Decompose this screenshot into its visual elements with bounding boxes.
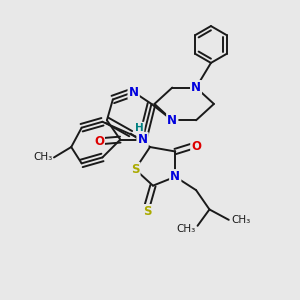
- Text: N: N: [167, 114, 177, 127]
- Text: N: N: [129, 85, 139, 98]
- Text: H: H: [135, 123, 143, 133]
- Text: O: O: [94, 135, 104, 148]
- Text: S: S: [143, 205, 151, 218]
- Text: CH₃: CH₃: [33, 152, 52, 162]
- Text: N: N: [170, 170, 180, 183]
- Text: N: N: [129, 85, 139, 98]
- Text: CH₃: CH₃: [177, 224, 196, 234]
- Text: N: N: [191, 81, 201, 94]
- Text: S: S: [131, 163, 140, 176]
- Text: S: S: [131, 163, 140, 176]
- Text: S: S: [143, 205, 151, 218]
- Text: H: H: [135, 123, 143, 133]
- Text: N: N: [191, 81, 201, 94]
- Text: N: N: [167, 114, 177, 127]
- Text: O: O: [191, 140, 201, 153]
- Text: N: N: [138, 133, 148, 146]
- Text: N: N: [138, 133, 148, 146]
- Text: O: O: [94, 135, 104, 148]
- Text: N: N: [170, 170, 180, 183]
- Text: CH₃: CH₃: [231, 215, 250, 225]
- Text: O: O: [191, 140, 201, 153]
